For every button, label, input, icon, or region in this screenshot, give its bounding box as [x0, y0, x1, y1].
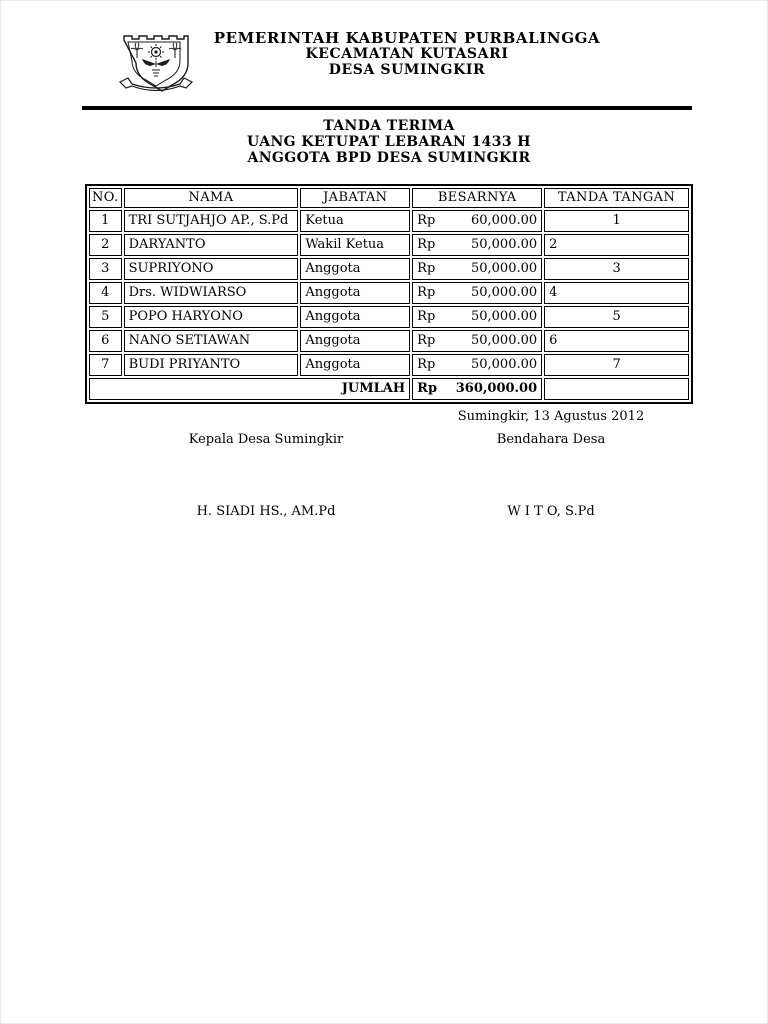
currency-label: Rp — [417, 213, 436, 228]
total-signature-cell — [544, 378, 689, 400]
district-name: KECAMATAN KUTASARI — [305, 46, 509, 62]
signature-cell: 4 — [544, 282, 689, 304]
title-line-3: ANGGOTA BPD DESA SUMINGKIR — [247, 150, 531, 166]
signature-cell: 1 — [544, 210, 689, 232]
position-cell: Anggota — [300, 354, 411, 376]
amount-value: 50,000.00 — [470, 309, 538, 324]
amount-value: 50,000.00 — [470, 285, 538, 300]
total-currency: Rp — [417, 381, 438, 396]
left-signer-role: Kepala Desa Sumingkir — [188, 432, 344, 447]
currency-label: Rp — [417, 309, 436, 324]
name-cell: POPO HARYONO — [123, 306, 299, 328]
currency-label: Rp — [417, 237, 436, 252]
currency-label: Rp — [417, 285, 436, 300]
position-cell: Anggota — [300, 306, 411, 328]
title-line-2: UANG KETUPAT LEBARAN 1433 H — [247, 134, 531, 150]
name-cell: TRI SUTJAHJO AP., S.Pd — [123, 210, 299, 232]
total-amount: 360,000.00 — [455, 381, 538, 396]
amount-value: 50,000.00 — [470, 333, 538, 348]
title-line-1: TANDA TERIMA — [323, 118, 455, 134]
amount-value: 50,000.00 — [470, 261, 538, 276]
village-name: DESA SUMINGKIR — [328, 62, 486, 78]
position-cell: Ketua — [300, 210, 411, 232]
signature-cell: 7 — [544, 354, 689, 376]
row-number-cell: 4 — [89, 282, 122, 304]
receipt-table-body: 1 TRI SUTJAHJO AP., S.Pd Ketua Rp 60,000.00 1… — [89, 210, 689, 376]
amount-cell: Rp 50,000.00 — [412, 258, 543, 280]
table-row: 3 SUPRIYONO Anggota Rp 50,000.00 3 — [89, 258, 689, 280]
total-label: JUMLAH — [89, 378, 411, 400]
position-cell: Anggota — [300, 258, 411, 280]
purbalingga-coat-of-arms-icon — [112, 30, 200, 102]
col-header-nama: NAMA — [123, 188, 299, 208]
col-header-tanda-tangan: TANDA TANGAN — [544, 188, 689, 208]
table-header-row: NO. NAMA JABATAN BESARNYA TANDA TANGAN — [89, 188, 689, 208]
left-signer-name: H. SIADI HS., AM.Pd — [196, 504, 336, 519]
amount-cell: Rp 50,000.00 — [412, 306, 543, 328]
amount-value: 50,000.00 — [470, 357, 538, 372]
table-row: 1 TRI SUTJAHJO AP., S.Pd Ketua Rp 60,000.00 1 — [89, 210, 689, 232]
right-signer-role: Bendahara Desa — [496, 432, 606, 447]
letterhead-text: PEMERINTAH KABUPATEN PURBALINGGA KECAMAT… — [0, 30, 768, 78]
government-name: PEMERINTAH KABUPATEN PURBALINGGA — [213, 29, 601, 47]
name-cell: NANO SETIAWAN — [123, 330, 299, 352]
letterhead: PEMERINTAH KABUPATEN PURBALINGGA KECAMAT… — [0, 30, 768, 92]
row-number-cell: 3 — [89, 258, 122, 280]
letterhead-divider — [82, 106, 692, 110]
row-number-cell: 1 — [89, 210, 122, 232]
name-cell: Drs. WIDWIARSO — [123, 282, 299, 304]
currency-label: Rp — [417, 357, 436, 372]
row-number-cell: 7 — [89, 354, 122, 376]
total-row: JUMLAH Rp 360,000.00 — [89, 378, 689, 400]
table-row: 7 BUDI PRIYANTO Anggota Rp 50,000.00 7 — [89, 354, 689, 376]
amount-cell: Rp 50,000.00 — [412, 234, 543, 256]
amount-cell: Rp 50,000.00 — [412, 330, 543, 352]
date-line: Sumingkir, 13 Agustus 2012 — [457, 409, 645, 424]
row-number-cell: 5 — [89, 306, 122, 328]
signature-cell: 6 — [544, 330, 689, 352]
amount-cell: Rp 50,000.00 — [412, 282, 543, 304]
name-cell: DARYANTO — [123, 234, 299, 256]
signature-cell: 3 — [544, 258, 689, 280]
receipt-table: NO. NAMA JABATAN BESARNYA TANDA TANGAN 1… — [85, 184, 693, 404]
total-amount-cell: Rp 360,000.00 — [412, 378, 543, 400]
position-cell: Anggota — [300, 282, 411, 304]
name-cell: BUDI PRIYANTO — [123, 354, 299, 376]
signature-cell: 2 — [544, 234, 689, 256]
table-row: 2 DARYANTO Wakil Ketua Rp 50,000.00 2 — [89, 234, 689, 256]
signature-cell: 5 — [544, 306, 689, 328]
amount-cell: Rp 60,000.00 — [412, 210, 543, 232]
name-cell: SUPRIYONO — [123, 258, 299, 280]
table-row: 5 POPO HARYONO Anggota Rp 50,000.00 5 — [89, 306, 689, 328]
amount-cell: Rp 50,000.00 — [412, 354, 543, 376]
right-signer-name: W I T O, S.Pd — [507, 504, 595, 519]
currency-label: Rp — [417, 261, 436, 276]
position-cell: Anggota — [300, 330, 411, 352]
document-title: TANDA TERIMA UANG KETUPAT LEBARAN 1433 H… — [85, 118, 693, 166]
row-number-cell: 6 — [89, 330, 122, 352]
row-number-cell: 2 — [89, 234, 122, 256]
col-header-no: NO. — [89, 188, 122, 208]
amount-value: 60,000.00 — [470, 213, 538, 228]
col-header-besarnya: BESARNYA — [412, 188, 543, 208]
table-row: 6 NANO SETIAWAN Anggota Rp 50,000.00 6 — [89, 330, 689, 352]
currency-label: Rp — [417, 333, 436, 348]
amount-value: 50,000.00 — [470, 237, 538, 252]
col-header-jabatan: JABATAN — [300, 188, 411, 208]
position-cell: Wakil Ketua — [300, 234, 411, 256]
table-row: 4 Drs. WIDWIARSO Anggota Rp 50,000.00 4 — [89, 282, 689, 304]
